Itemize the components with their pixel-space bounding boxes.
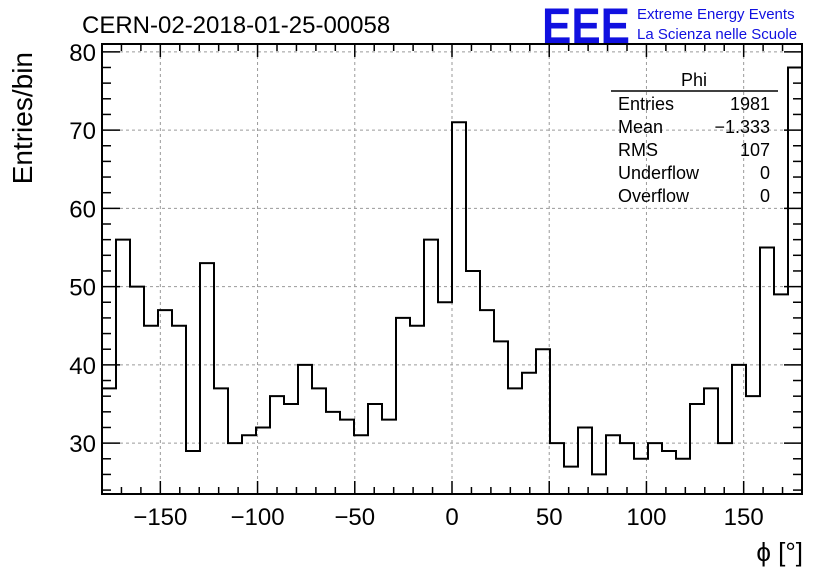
- eee-logo: EEE Extreme Energy Events La Scienza nel…: [542, 0, 797, 54]
- y-tick-label: 70: [69, 118, 96, 145]
- stats-row-value: 0: [760, 163, 770, 183]
- x-tick-label: −100: [231, 504, 285, 531]
- histogram-series: [102, 66, 802, 476]
- x-tick-label: −150: [133, 504, 187, 531]
- stats-row-label: Underflow: [618, 163, 700, 183]
- x-tick-label: −50: [334, 504, 375, 531]
- x-tick-label: 0: [445, 504, 458, 531]
- stats-row-label: Overflow: [618, 186, 690, 206]
- stats-row-value: 0: [760, 186, 770, 206]
- stats-title: Phi: [681, 70, 707, 90]
- x-axis-label: ϕ [°]: [756, 537, 803, 567]
- chart-title: CERN-02-2018-01-25-00058: [82, 12, 390, 39]
- y-tick-label: 40: [69, 353, 96, 380]
- y-tick-label: 50: [69, 275, 96, 302]
- stats-row-value: 1981: [730, 94, 770, 114]
- y-tick-label: 30: [69, 431, 96, 458]
- stats-row-value: −1.333: [714, 117, 770, 137]
- y-axis-label: Entries/bin: [7, 52, 38, 184]
- y-tick-label: 80: [69, 40, 96, 67]
- stats-row-value: 107: [740, 140, 770, 160]
- axes: −150 −100 −50 0 50 100 150 30 40 50 60 70 80: [69, 40, 802, 531]
- stats-row-label: RMS: [618, 140, 658, 160]
- eee-logo-line1: Extreme Energy Events: [637, 6, 795, 23]
- x-tick-label: 50: [536, 504, 563, 531]
- x-tick-label: 100: [626, 504, 666, 531]
- eee-logo-text: EEE: [542, 0, 630, 54]
- stats-row-label: Entries: [618, 94, 674, 114]
- stats-row-label: Mean: [618, 117, 663, 137]
- eee-logo-line2: La Scienza nelle Scuole: [637, 26, 797, 43]
- stats-box: Phi Entries 1981 Mean −1.333 RMS 107 Und…: [611, 70, 778, 206]
- x-tick-label: 150: [724, 504, 764, 531]
- y-tick-label: 60: [69, 196, 96, 223]
